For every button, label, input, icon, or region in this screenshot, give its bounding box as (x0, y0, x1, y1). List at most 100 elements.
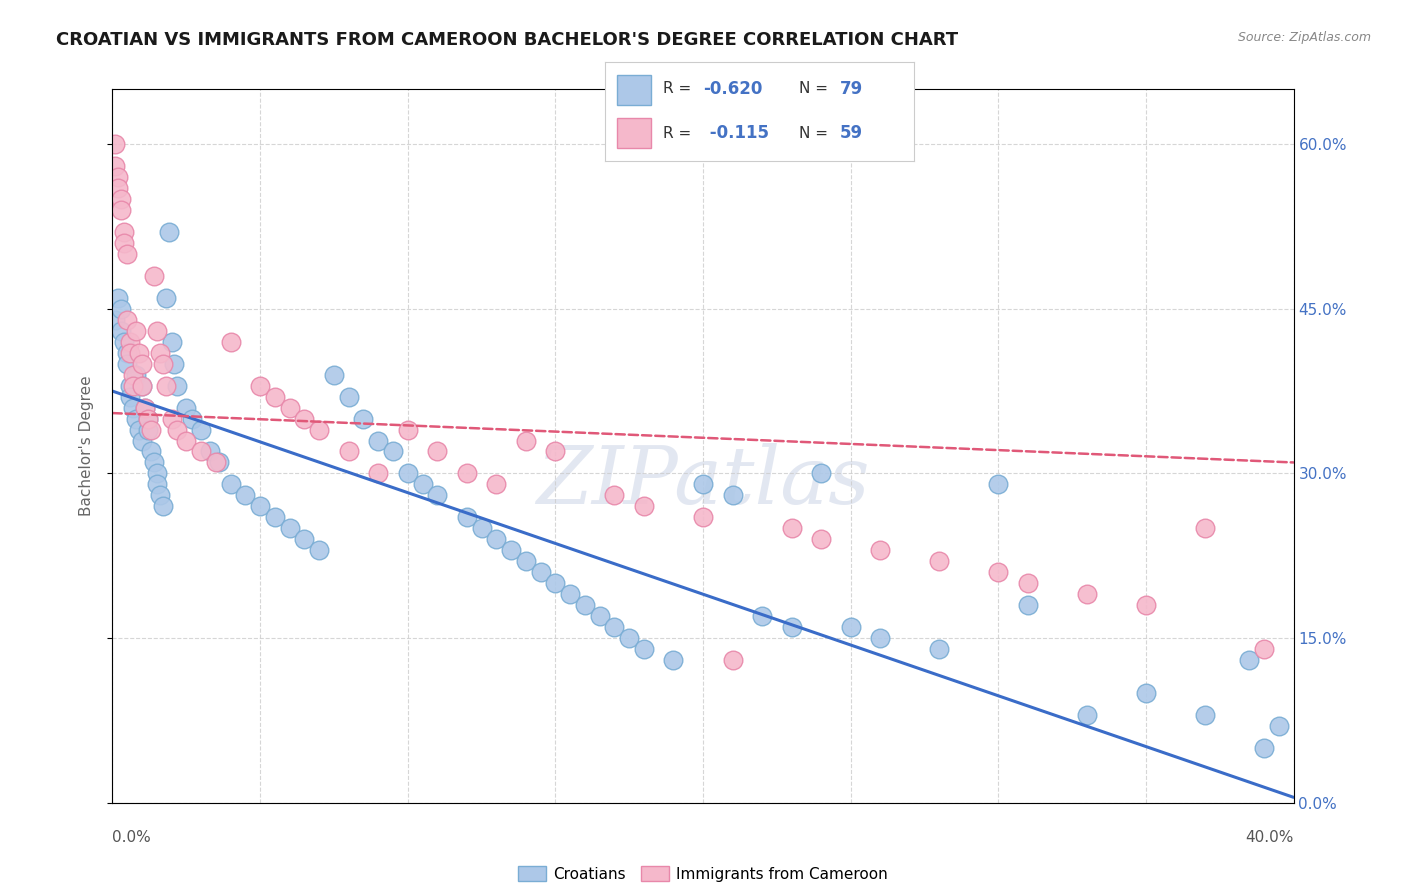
Text: 79: 79 (839, 80, 863, 98)
Point (125, 324, 148, 338)
Text: R =: R = (664, 126, 696, 141)
Point (120, 390, 142, 404)
Point (662, 653, 685, 667)
Point (155, 378, 177, 392)
Point (780, 521, 803, 535)
Point (166, 423, 188, 437)
Point (142, 455, 165, 469)
Point (104, 159, 127, 173)
Point (219, 477, 242, 491)
Legend: Croatians, Immigrants from Cameroon: Croatians, Immigrants from Cameroon (512, 860, 894, 888)
Point (292, 533, 315, 547)
Text: N =: N = (800, 81, 834, 96)
Point (323, 368, 346, 382)
Point (869, 543, 891, 558)
Point (426, 488, 449, 502)
Point (125, 411, 148, 425)
Point (352, 411, 374, 425)
Point (515, 434, 537, 448)
Point (131, 434, 153, 448)
Text: -0.115: -0.115 (703, 124, 769, 142)
Point (1076, 587, 1098, 601)
Point (117, 357, 138, 371)
Text: R =: R = (664, 81, 696, 96)
Point (104, 137, 127, 152)
Point (122, 378, 145, 392)
Point (190, 444, 212, 458)
Point (136, 423, 159, 437)
Point (367, 434, 389, 448)
Point (205, 455, 228, 469)
Point (131, 357, 153, 371)
Point (208, 455, 231, 469)
Point (131, 378, 153, 392)
Point (131, 378, 153, 392)
Point (120, 334, 142, 349)
Text: ZIPatlas: ZIPatlas (536, 443, 870, 520)
Point (721, 488, 744, 502)
Point (603, 620, 626, 634)
Point (1239, 653, 1261, 667)
Point (190, 423, 212, 437)
Point (367, 467, 389, 481)
Point (928, 554, 950, 568)
Point (104, 312, 127, 326)
Point (112, 225, 135, 239)
Text: CROATIAN VS IMMIGRANTS FROM CAMEROON BACHELOR'S DEGREE CORRELATION CHART: CROATIAN VS IMMIGRANTS FROM CAMEROON BAC… (56, 31, 959, 49)
Point (146, 477, 169, 491)
Point (485, 533, 508, 547)
Point (128, 423, 150, 437)
Point (107, 169, 129, 184)
Point (152, 500, 174, 514)
Point (278, 521, 301, 535)
Point (136, 411, 159, 425)
Point (249, 500, 271, 514)
Point (198, 444, 221, 458)
Y-axis label: Bachelor's Degree: Bachelor's Degree (79, 376, 94, 516)
Point (166, 378, 188, 392)
Point (181, 411, 204, 425)
Point (308, 543, 330, 558)
Point (692, 510, 714, 524)
Point (574, 598, 596, 612)
Point (163, 357, 186, 371)
Point (396, 423, 419, 437)
Point (264, 510, 287, 524)
Point (122, 368, 145, 382)
Point (1268, 719, 1291, 733)
Point (120, 378, 142, 392)
Point (382, 444, 405, 458)
Point (160, 334, 183, 349)
Point (987, 566, 1010, 580)
Point (603, 488, 626, 502)
Point (142, 268, 165, 283)
Point (117, 312, 138, 326)
Point (692, 477, 714, 491)
Point (233, 488, 256, 502)
Point (110, 202, 132, 217)
Point (292, 411, 315, 425)
Point (110, 192, 132, 206)
Point (721, 653, 744, 667)
Point (544, 576, 567, 591)
Point (426, 444, 449, 458)
Point (155, 291, 177, 305)
Point (588, 609, 610, 624)
Point (485, 477, 508, 491)
Bar (617, 119, 651, 148)
Point (107, 291, 129, 305)
Point (411, 477, 433, 491)
Point (249, 378, 271, 392)
Point (987, 477, 1010, 491)
Point (751, 609, 773, 624)
Point (264, 390, 287, 404)
Point (112, 235, 135, 250)
Point (633, 642, 655, 657)
Point (128, 345, 150, 359)
Point (125, 368, 148, 382)
Point (633, 500, 655, 514)
Point (529, 566, 551, 580)
Point (112, 334, 135, 349)
Point (110, 301, 132, 316)
Point (117, 345, 138, 359)
